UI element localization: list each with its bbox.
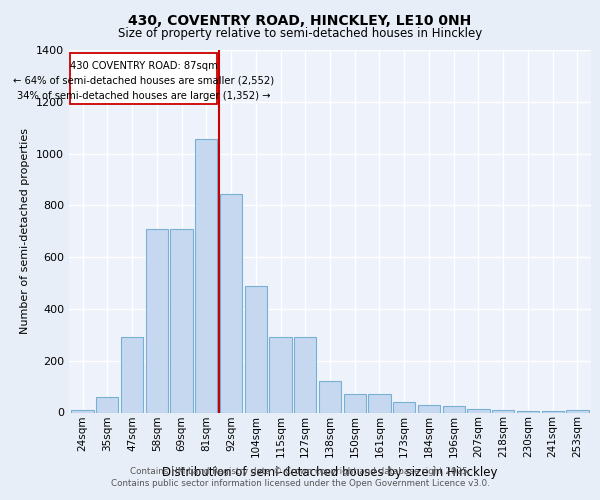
Bar	[467, 408, 490, 412]
Text: Contains HM Land Registry data © Crown copyright and database right 2025.: Contains HM Land Registry data © Crown c…	[130, 467, 470, 476]
Bar	[146, 228, 168, 412]
Bar	[418, 404, 440, 412]
Text: Contains public sector information licensed under the Open Government Licence v3: Contains public sector information licen…	[110, 478, 490, 488]
Bar	[393, 402, 415, 412]
Bar	[294, 338, 316, 412]
X-axis label: Distribution of semi-detached houses by size in Hinckley: Distribution of semi-detached houses by …	[162, 466, 498, 478]
Text: 430, COVENTRY ROAD, HINCKLEY, LE10 0NH: 430, COVENTRY ROAD, HINCKLEY, LE10 0NH	[128, 14, 472, 28]
Bar	[344, 394, 366, 412]
Bar	[517, 411, 539, 412]
Bar	[121, 338, 143, 412]
Bar	[319, 382, 341, 412]
Bar	[220, 194, 242, 412]
Bar	[269, 338, 292, 412]
Bar	[492, 410, 514, 412]
Text: 34% of semi-detached houses are larger (1,352) →: 34% of semi-detached houses are larger (…	[17, 91, 271, 101]
Bar	[566, 410, 589, 412]
FancyBboxPatch shape	[70, 52, 217, 104]
Bar	[542, 411, 564, 412]
Bar	[245, 286, 267, 412]
Text: Size of property relative to semi-detached houses in Hinckley: Size of property relative to semi-detach…	[118, 28, 482, 40]
Bar	[195, 140, 217, 412]
Text: 430 COVENTRY ROAD: 87sqm: 430 COVENTRY ROAD: 87sqm	[70, 61, 218, 71]
Bar	[71, 410, 94, 412]
Y-axis label: Number of semi-detached properties: Number of semi-detached properties	[20, 128, 31, 334]
Bar	[368, 394, 391, 412]
Bar	[96, 397, 118, 412]
Bar	[443, 406, 465, 412]
Text: ← 64% of semi-detached houses are smaller (2,552): ← 64% of semi-detached houses are smalle…	[13, 76, 274, 86]
Bar	[170, 228, 193, 412]
